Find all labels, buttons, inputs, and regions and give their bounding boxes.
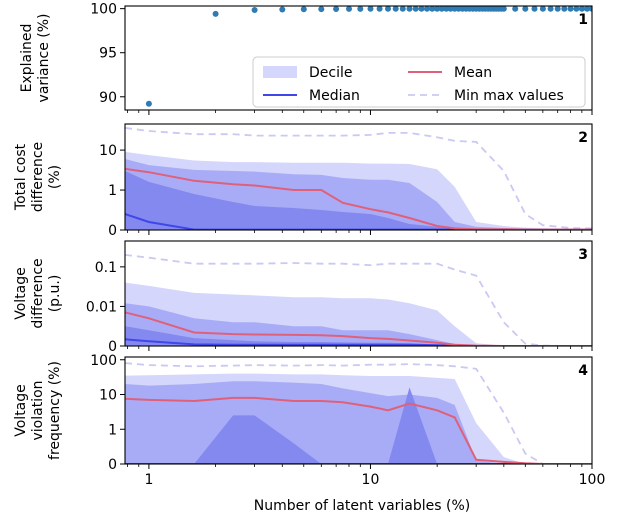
panel-4: 1 10 100 0 1 10 100 Voltageviolationfrequency (… (13, 353, 605, 488)
data-point (539, 6, 546, 12)
data-point (346, 6, 352, 12)
panel-3: 0 0.01 0.1 Voltagedifference(p.u.) 3 (13, 240, 593, 355)
data-point (584, 6, 591, 12)
data-point (554, 6, 561, 12)
plot-area (145, 6, 592, 107)
x-axis-label: Number of latent variables (%) (254, 498, 470, 514)
data-point (376, 6, 383, 12)
y-tick-label: 90 (99, 90, 117, 106)
data-point (406, 6, 413, 12)
y-tick-label: 0 (108, 339, 117, 355)
data-point (412, 6, 419, 12)
data-point (367, 6, 374, 12)
panel-label: 1 (578, 12, 588, 28)
panel-2: 0 1 10 Total costdifference(%) 2 (13, 123, 593, 239)
x-tick-label: 100 (579, 472, 606, 488)
data-point (500, 6, 507, 12)
y-tick-label: 95 (99, 46, 117, 62)
x-tick-label: 1 (144, 472, 153, 488)
band-mid-band (125, 381, 592, 464)
y-axis-label: Explainedvariance (%) (19, 14, 52, 103)
legend-entry: Decile (263, 65, 352, 81)
legend-label: Mean (454, 65, 492, 81)
x-ticks (127, 110, 593, 115)
data-point (251, 7, 258, 13)
legend-entry: Mean (408, 65, 492, 81)
y-tick-label: 100 (90, 2, 117, 18)
data-point (429, 6, 436, 12)
y-axis-label: Voltagedifference(p.u.) (13, 258, 63, 328)
band-mid-band (125, 303, 592, 346)
data-point (145, 100, 152, 107)
legend-entry: Median (263, 88, 360, 104)
axes-frame (124, 123, 593, 231)
data-point (424, 6, 430, 12)
x-tick-label: 10 (362, 472, 380, 488)
legend-entry: Min max values (408, 88, 564, 104)
plot-area (125, 127, 592, 230)
data-point (279, 6, 286, 13)
data-point (561, 6, 568, 12)
max-line (125, 127, 592, 230)
median-line (125, 338, 592, 346)
y-tick-label: 1 (108, 422, 117, 438)
y-tick-label: 100 (90, 353, 117, 369)
data-point (589, 6, 592, 12)
panel-1: 90 95 100 Explainedvariance (%) 1 Decile Mean M… (19, 2, 593, 115)
x-ticks (127, 346, 593, 351)
data-point (443, 6, 450, 12)
y-tick-label: 10 (99, 388, 117, 404)
data-point (438, 6, 445, 12)
axes-frame (124, 5, 593, 111)
y-tick-label: 10 (99, 143, 117, 159)
legend-label: Median (309, 88, 360, 104)
panel-label: 3 (578, 247, 588, 263)
data-point (531, 6, 538, 12)
x-ticks (127, 464, 593, 469)
data-point (578, 6, 585, 12)
data-point (318, 6, 325, 13)
mean-line (125, 396, 592, 464)
data-point (385, 6, 391, 12)
y-tick-label: 0 (108, 457, 117, 473)
data-point (418, 6, 425, 12)
legend-label: Min max values (454, 88, 564, 104)
data-point (434, 6, 441, 12)
plot-area (125, 254, 592, 346)
y-tick-label: 1 (108, 183, 117, 199)
data-point (547, 6, 554, 12)
data-point (512, 6, 519, 12)
data-point (522, 6, 529, 12)
y-tick-label: 0.01 (86, 299, 117, 315)
band-inner-band (125, 171, 592, 230)
plot-area (125, 362, 592, 464)
legend: Decile Mean Median Min max values (252, 56, 586, 108)
data-point (212, 10, 219, 17)
data-point (392, 6, 399, 12)
band-inner-band (125, 387, 592, 464)
y-tick-label: 0 (108, 223, 117, 239)
data-point (573, 6, 580, 12)
axes-frame (124, 356, 593, 465)
band-inner-band (125, 326, 592, 346)
y-tick-label: 0.1 (95, 260, 117, 276)
data-point (399, 6, 406, 12)
axes-frame (124, 240, 593, 347)
y-axis-label: Voltageviolationfrequency (%) (13, 361, 63, 460)
legend-label: Decile (309, 65, 352, 81)
data-point (567, 6, 574, 12)
panel-label: 2 (578, 130, 588, 146)
data-point (333, 6, 340, 12)
x-ticks (127, 230, 593, 235)
max-line (125, 362, 592, 464)
max-line (125, 254, 592, 346)
mean-line (125, 311, 592, 346)
panel-label: 4 (578, 363, 588, 379)
data-point (300, 6, 307, 13)
y-axis-label: Total costdifference(%) (13, 142, 63, 212)
data-point (357, 6, 364, 12)
